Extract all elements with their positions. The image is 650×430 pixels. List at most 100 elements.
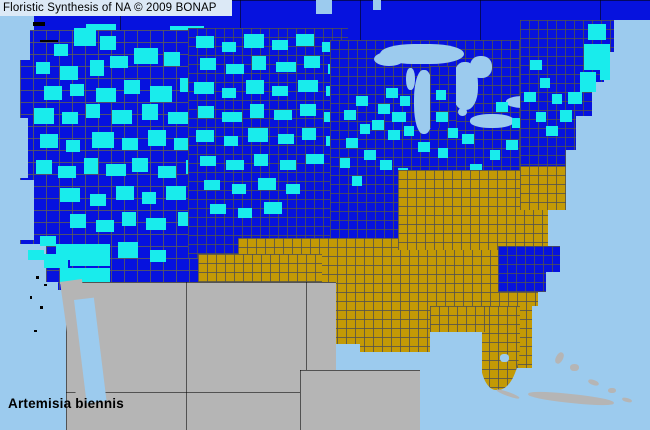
county-cell (400, 96, 410, 106)
county-cell (122, 138, 138, 150)
island-dot (30, 296, 32, 299)
pacific-coast-notch-2 (20, 118, 28, 178)
county-cell (352, 176, 362, 186)
county-cell (276, 62, 296, 72)
county-cell (62, 112, 78, 124)
pacific-coast-notch-1 (20, 30, 30, 60)
county-cell (70, 244, 110, 266)
county-cell (196, 36, 214, 48)
county-cell (100, 36, 116, 50)
county-cell (264, 202, 282, 214)
county-cell (196, 130, 214, 142)
county-cell (300, 104, 316, 116)
county-cell (588, 24, 606, 40)
county-cell (274, 110, 292, 120)
county-cell (58, 166, 76, 178)
county-cell (200, 156, 216, 166)
county-cell (540, 78, 550, 88)
island-dot (44, 284, 47, 286)
county-cell (238, 208, 252, 218)
county-cell (226, 64, 244, 74)
atlantic-carve-ne-5 (566, 150, 650, 180)
species-name-label: Artemisia biennis (8, 396, 124, 411)
county-cell (322, 42, 336, 52)
county-cell (222, 88, 236, 98)
county-cell (142, 192, 156, 204)
county-cell (250, 104, 264, 118)
county-cell (346, 138, 358, 148)
county-cell (166, 186, 186, 200)
atlantic-carve-ne-4 (576, 116, 650, 156)
county-cell (142, 104, 158, 120)
atlantic-carve-se-5 (532, 306, 650, 430)
lake-erie (470, 114, 514, 128)
county-cell (272, 40, 288, 50)
mexico-southeast-borders (300, 370, 420, 430)
county-cell (286, 184, 300, 194)
county-cell (200, 58, 216, 70)
county-cell (600, 66, 610, 80)
county-cell (580, 72, 596, 92)
atlantic-carve-se-4 (546, 272, 650, 312)
county-cell (258, 178, 276, 190)
county-cell (150, 250, 166, 262)
county-cell (404, 126, 414, 136)
county-cell (84, 158, 98, 174)
mexico-state-borders (66, 282, 336, 430)
county-cell (40, 134, 58, 148)
county-cell (248, 128, 268, 142)
county-cell (436, 112, 448, 122)
bahamas-2 (570, 364, 579, 371)
county-cell (70, 84, 84, 96)
county-cell (194, 82, 214, 94)
lake-superior-west (374, 52, 404, 66)
county-cell (372, 120, 384, 130)
county-cell (34, 108, 54, 124)
county-cell (392, 112, 406, 122)
county-cell (244, 34, 264, 48)
county-cell (164, 52, 180, 66)
county-cell (66, 140, 80, 152)
county-cell (552, 94, 562, 104)
county-cell (438, 148, 448, 158)
county-cell (272, 86, 288, 96)
pacific-coast-notch-3 (20, 180, 34, 240)
county-cell (150, 86, 172, 102)
county-cell (224, 136, 238, 146)
county-cell (278, 134, 294, 144)
county-cell (86, 104, 100, 118)
county-cell (222, 42, 236, 52)
county-cell (364, 150, 376, 160)
county-cell (36, 62, 50, 74)
county-cell (302, 128, 316, 140)
county-cell (134, 48, 158, 64)
county-cell (252, 56, 266, 70)
county-cell (512, 118, 522, 128)
county-cell (280, 160, 296, 170)
county-cell (490, 150, 500, 160)
puget-sound-detail (33, 22, 45, 26)
green-bay (406, 68, 415, 90)
title-banner: Floristic Synthesis of NA © 2009 BONAP (0, 0, 232, 16)
atlantic-carve-se-3 (560, 236, 650, 276)
county-cell (254, 154, 268, 166)
county-cell (496, 102, 508, 112)
county-cell (470, 164, 482, 174)
county-cell (560, 110, 572, 122)
county-cell (246, 80, 264, 94)
county-cell (60, 66, 78, 80)
atlantic-carve-ne-3 (592, 82, 650, 122)
county-cell (54, 44, 68, 56)
florida-keys (496, 388, 520, 400)
county-cell (28, 250, 44, 260)
county-cell (298, 80, 318, 92)
georgian-bay (470, 56, 492, 78)
county-cell (132, 158, 148, 172)
county-cell (60, 188, 80, 202)
county-cell (418, 142, 430, 152)
county-cell (116, 186, 134, 200)
county-cell (90, 194, 106, 206)
water-lake-ontario-north (373, 0, 381, 10)
county-cell (74, 28, 96, 46)
